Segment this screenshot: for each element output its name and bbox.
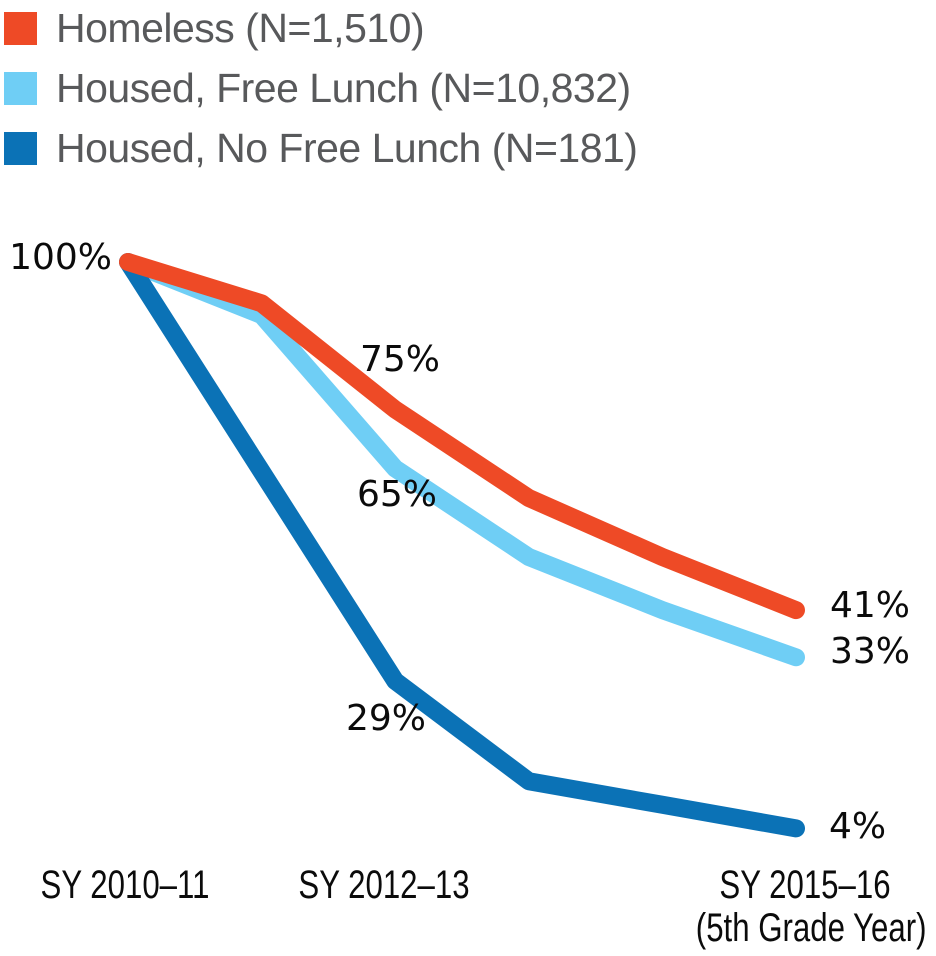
x-tick-sy-2015-16: SY 2015–16 (5th Grade Year) (695, 863, 927, 950)
legend-swatch-homeless (4, 12, 37, 45)
point-label-homeless-mid-75pct: 75% (360, 339, 441, 380)
point-label-housed-free-mid-65pct: 65% (357, 474, 438, 515)
x-tick-sy-2015-16-line1: SY 2015–16 (719, 863, 891, 907)
x-tick-sy-2012-13: SY 2012–13 (298, 863, 470, 907)
x-tick-sy-2015-16-line2: (5th Grade Year) (695, 905, 927, 950)
legend-swatch-housed-free-lunch (4, 72, 37, 105)
legend-item-housed-no-free-lunch: Housed, No Free Lunch (N=181) (4, 125, 638, 171)
legend-item-homeless: Homeless (N=1,510) (4, 5, 637, 51)
point-label-start-100pct: 100% (9, 237, 112, 278)
point-label-housed-nofree-end-4pct: 4% (829, 806, 887, 847)
series-line-housed-no-free-lunch (119, 253, 805, 838)
legend-label-housed-no-free-lunch: Housed, No Free Lunch (N=181) (56, 125, 638, 171)
point-label-housed-nofree-mid-29pct: 29% (346, 698, 427, 739)
series-line-homeless (119, 253, 805, 620)
legend-label-homeless: Homeless (N=1,510) (56, 5, 425, 51)
legend-item-housed-free-lunch: Housed, Free Lunch (N=10,832) (4, 65, 637, 111)
legend-swatch-housed-no-free-lunch (4, 132, 37, 165)
point-label-homeless-end-41pct: 41% (830, 585, 911, 626)
series-line-housed-free-lunch (119, 253, 805, 667)
x-tick-sy-2010-11: SY 2010–11 (40, 863, 210, 907)
point-label-housed-free-end-33pct: 33% (830, 631, 911, 672)
legend: Homeless (N=1,510) Housed, Free Lunch (N… (4, 5, 638, 192)
legend-label-housed-free-lunch: Housed, Free Lunch (N=10,832) (56, 65, 631, 111)
